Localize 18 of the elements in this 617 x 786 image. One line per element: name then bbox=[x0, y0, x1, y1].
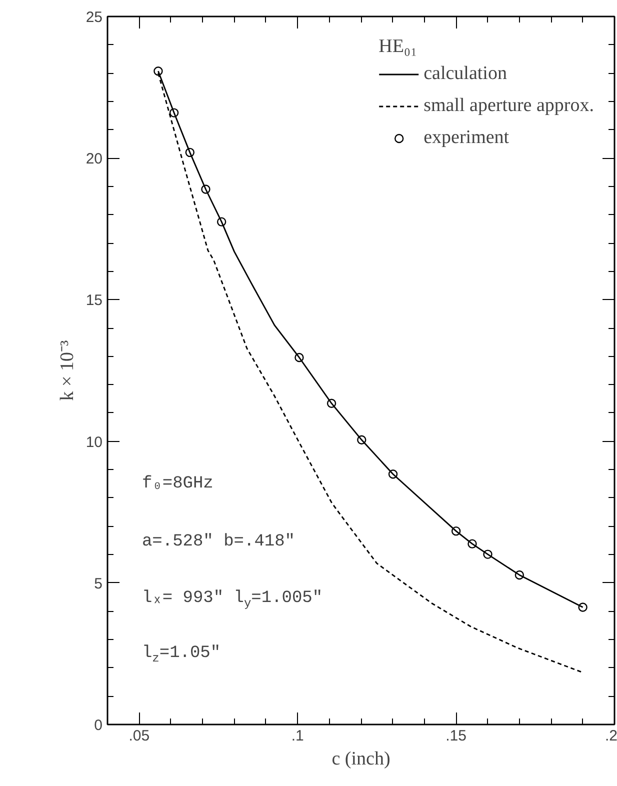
annotation: f₀=8GHz bbox=[142, 474, 214, 494]
x-axis-title: c (inch) bbox=[332, 748, 390, 770]
legend-label: experiment bbox=[424, 127, 510, 149]
legend-label: calculation bbox=[424, 63, 507, 85]
y-axis-title: k × 10⁻³ bbox=[56, 340, 78, 401]
annotation: a=.528″ b=.418″ bbox=[142, 532, 296, 552]
y-tick-label: 25 bbox=[86, 9, 103, 26]
y-tick-label: 0 bbox=[94, 717, 102, 734]
x-tick-label: .2 bbox=[604, 728, 617, 744]
legend-label: small aperture approx. bbox=[424, 95, 594, 117]
y-tick-label: 20 bbox=[86, 150, 103, 168]
y-tick-label: 15 bbox=[86, 292, 103, 310]
y-tick-label: 10 bbox=[86, 434, 103, 451]
y-tick-label: 5 bbox=[94, 575, 102, 592]
x-tick-label: .1 bbox=[291, 728, 304, 744]
legend-title: HE₀₁ bbox=[378, 36, 418, 58]
x-tick-label: .15 bbox=[446, 728, 466, 744]
x-tick-label: .05 bbox=[128, 728, 150, 744]
